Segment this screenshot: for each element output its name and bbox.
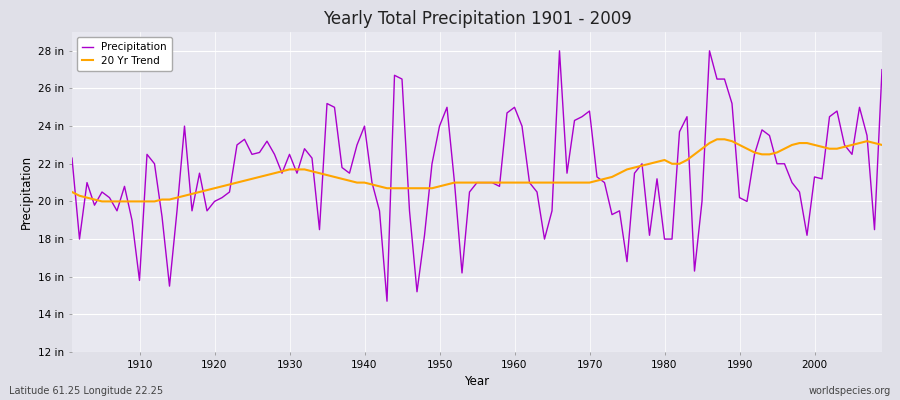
Precipitation (127, 218, 138, 223)
20 Yr Trend (134, 199, 145, 204)
Precipitation (67, 156, 77, 160)
20 Yr Trend (517, 180, 527, 185)
Precipitation (517, 124, 527, 128)
Y-axis label: Precipitation: Precipitation (20, 155, 32, 229)
Precipitation (554, 48, 565, 53)
Precipitation (614, 208, 625, 213)
Title: Yearly Total Precipitation 1901 - 2009: Yearly Total Precipitation 1901 - 2009 (322, 10, 632, 28)
20 Yr Trend (712, 137, 723, 142)
20 Yr Trend (299, 167, 310, 172)
20 Yr Trend (67, 190, 77, 194)
Precipitation (292, 171, 302, 176)
Precipitation (509, 105, 520, 110)
Line: 20 Yr Trend: 20 Yr Trend (72, 139, 882, 202)
Text: worldspecies.org: worldspecies.org (809, 386, 891, 396)
20 Yr Trend (96, 199, 107, 204)
X-axis label: Year: Year (464, 375, 490, 388)
20 Yr Trend (877, 142, 887, 147)
Precipitation (877, 67, 887, 72)
20 Yr Trend (344, 178, 355, 183)
Text: Latitude 61.25 Longitude 22.25: Latitude 61.25 Longitude 22.25 (9, 386, 163, 396)
20 Yr Trend (607, 174, 617, 179)
20 Yr Trend (509, 180, 520, 185)
Line: Precipitation: Precipitation (72, 51, 882, 301)
Precipitation (382, 299, 392, 304)
Legend: Precipitation, 20 Yr Trend: Precipitation, 20 Yr Trend (77, 37, 172, 71)
Precipitation (337, 165, 347, 170)
